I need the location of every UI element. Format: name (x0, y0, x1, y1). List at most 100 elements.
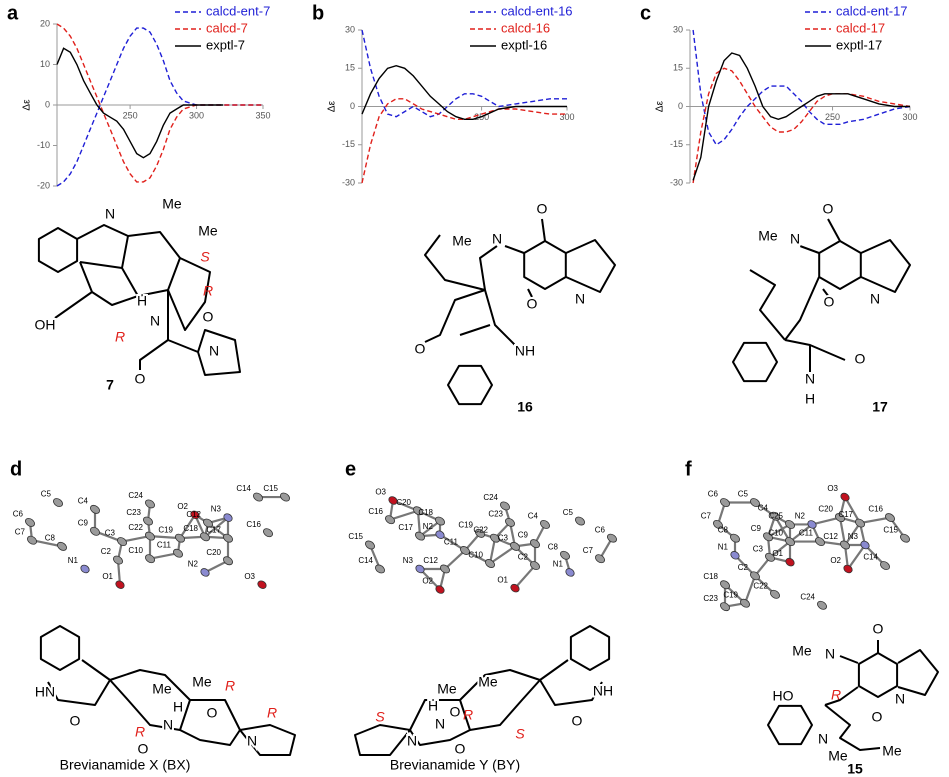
crystal-atom-label: C12 (423, 556, 438, 565)
crystal-atom-label: C3 (753, 544, 764, 553)
crystal-atom-label: C7 (701, 512, 712, 521)
y-tick-label: 0 (45, 99, 50, 109)
crystal-atom (855, 518, 865, 528)
bond-skeleton (239, 724, 296, 756)
bond-skeleton (732, 341, 778, 383)
atom-label: O (455, 741, 466, 757)
bond-skeleton (167, 257, 211, 331)
crystal-atom-label: N3 (211, 505, 222, 514)
crystal-atom-label: C22 (128, 523, 143, 532)
crystal-atom-label: O1 (497, 575, 508, 584)
crystal-atom-label: C15 (348, 532, 363, 541)
y-axis-label: Δε (327, 100, 338, 112)
bond-skeleton (897, 649, 939, 696)
atom-label: Me (882, 743, 902, 759)
bond-skeleton (54, 291, 93, 319)
compound-label: 15 (847, 761, 863, 777)
stereo-label: S (375, 709, 385, 725)
atom-label: Me (828, 748, 848, 764)
crystal-bond (489, 545, 516, 565)
series-line (692, 52, 910, 181)
crystal-atom-label: N3 (848, 532, 859, 541)
crystal-atom (720, 580, 730, 590)
atom-label: O (135, 371, 146, 387)
bond-skeleton (76, 224, 129, 269)
compound-label: Brevianamide X (BX) (60, 757, 191, 773)
crystal-atom (145, 499, 155, 509)
crystal-atom-label: O2 (422, 577, 433, 586)
crystal-atom-label: C4 (78, 496, 89, 505)
crystal-atom (770, 511, 780, 521)
crystal-bond (121, 535, 151, 543)
y-tick-label: 15 (345, 63, 355, 73)
crystal-atom (505, 517, 515, 527)
bond-skeleton (827, 218, 841, 242)
crystal-atom-label: C16 (246, 520, 261, 529)
crystal-atom-label: C17 (838, 510, 853, 519)
crystal-atom-label: O1 (102, 572, 113, 581)
crystal-atom-label: O2 (177, 502, 188, 511)
crystal-atom (145, 531, 155, 541)
crystal-atom-label: C20 (396, 498, 411, 507)
crystal-atom (500, 501, 510, 511)
crystal-atom (785, 537, 795, 547)
crystal-atom-label: C4 (528, 512, 539, 521)
crystal-atom-label: C12 (823, 532, 838, 541)
crystal-atom (750, 498, 760, 507)
atom-label: N (435, 716, 445, 732)
crystal-atom (280, 492, 290, 502)
bond-skeleton (167, 290, 241, 376)
bond-skeleton (824, 704, 881, 751)
bond-skeleton (459, 324, 491, 336)
atom-label: HO (773, 688, 794, 704)
bond-skeleton (79, 261, 139, 306)
atom-label: Me (198, 223, 218, 239)
crystal-atom (90, 504, 100, 514)
crystal-bond (179, 514, 196, 539)
bond-skeleton (447, 364, 493, 406)
atom-label: N (805, 371, 815, 387)
crystal-atom-label: C17 (398, 523, 413, 532)
x-tick-label: 300 (559, 112, 574, 122)
atom-label: O (823, 201, 834, 217)
legend-label: calcd-ent-17 (836, 3, 908, 18)
crystal-atom-label: C24 (800, 592, 815, 601)
atom-label: O (824, 294, 835, 310)
crystal-atom (815, 537, 825, 547)
atom-label: Me (478, 674, 498, 690)
crystal-atom-label: C12 (186, 510, 201, 519)
bond-skeleton (857, 652, 899, 698)
bond-skeleton (459, 669, 541, 731)
series-line (56, 27, 263, 187)
crystal-atom-label: C11 (157, 540, 172, 549)
bond-skeleton (541, 218, 546, 242)
crystal-bond (31, 539, 63, 548)
crystal-atom-label: C6 (708, 490, 719, 499)
crystal-atom-label: C8 (718, 525, 729, 534)
crystal-atom (388, 496, 398, 505)
atom-label: O (207, 705, 218, 721)
crystal-atom-label: C23 (703, 594, 718, 603)
atom-label: N (825, 646, 835, 662)
series-line (692, 67, 911, 184)
crystal-atom-label: C6 (13, 510, 24, 519)
crystal-atom-label: C15 (263, 484, 278, 493)
stereo-label: R (115, 329, 125, 345)
crystal-atom (460, 546, 470, 555)
crystal-atom (840, 492, 850, 502)
crystal-atom (253, 492, 263, 502)
crystal-atom (607, 533, 617, 543)
crystal-atom (900, 533, 910, 543)
crystal-atom (510, 541, 520, 551)
crystal-atom-label: C16 (868, 505, 883, 514)
bond-skeleton (409, 699, 471, 746)
crystal-atom-label: C14 (358, 556, 373, 565)
atom-label: H (805, 391, 815, 407)
crystal-atom (80, 564, 90, 574)
atom-label: Me (758, 228, 778, 244)
x-tick-label: 300 (902, 112, 917, 122)
crystal-atom-label: C18 (418, 508, 433, 517)
legend-label: exptl-7 (206, 37, 245, 52)
bond-skeleton (354, 724, 411, 756)
crystal-atom (565, 568, 575, 577)
